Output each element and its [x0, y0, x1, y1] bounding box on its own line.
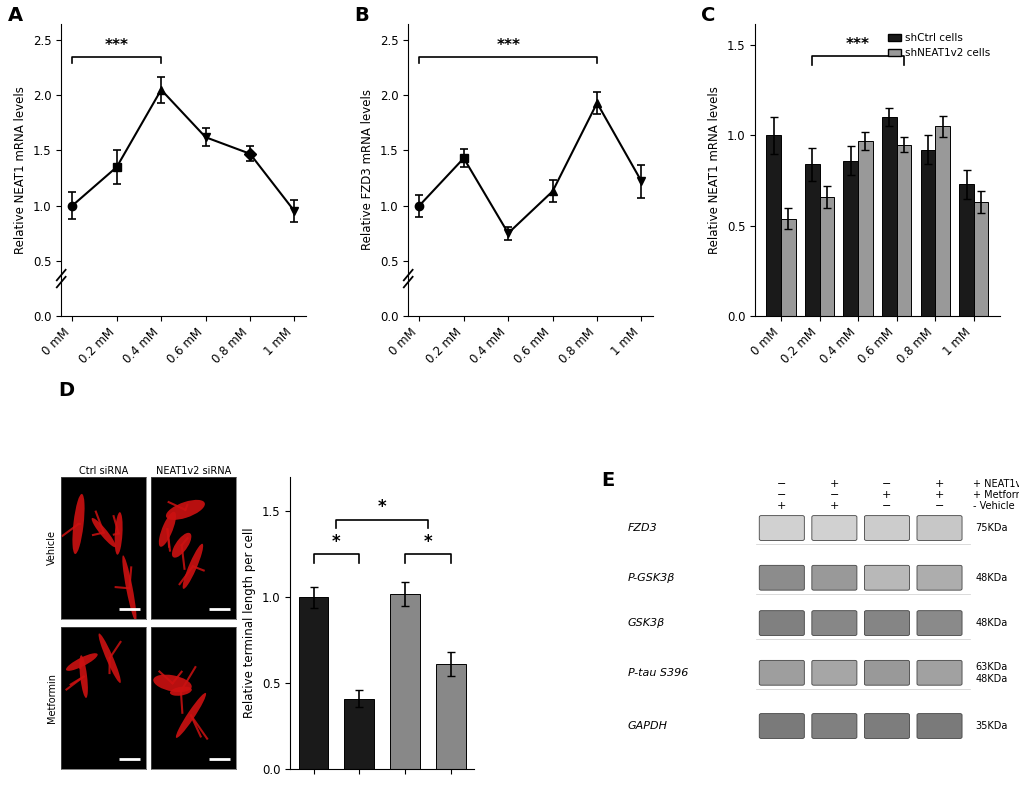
Text: 75KDa: 75KDa: [974, 523, 1007, 533]
Y-axis label: Relative FZD3 mRNA levels: Relative FZD3 mRNA levels: [361, 89, 374, 250]
Text: + Metformin: + Metformin: [972, 491, 1019, 500]
FancyBboxPatch shape: [863, 660, 909, 685]
Y-axis label: Relative terminal length per cell: Relative terminal length per cell: [244, 528, 256, 718]
Bar: [804, 164, 818, 316]
Text: A: A: [7, 6, 22, 25]
Title: NEAT1v2 siRNA: NEAT1v2 siRNA: [156, 466, 231, 476]
FancyBboxPatch shape: [811, 714, 856, 739]
Title: Ctrl siRNA: Ctrl siRNA: [79, 466, 128, 476]
Ellipse shape: [72, 494, 85, 554]
Text: + NEAT1v2 siRNA: + NEAT1v2 siRNA: [972, 479, 1019, 489]
FancyBboxPatch shape: [811, 660, 856, 685]
Ellipse shape: [182, 544, 203, 589]
FancyBboxPatch shape: [811, 565, 856, 590]
Bar: [818, 197, 834, 316]
Text: FZD3: FZD3: [628, 523, 657, 533]
Bar: [390, 593, 420, 769]
FancyBboxPatch shape: [916, 516, 961, 540]
FancyBboxPatch shape: [758, 516, 804, 540]
FancyBboxPatch shape: [758, 714, 804, 739]
Text: +: +: [828, 479, 839, 489]
Y-axis label: Relative NEAT1 mRNA levels: Relative NEAT1 mRNA levels: [707, 86, 720, 254]
Bar: [973, 203, 987, 316]
Text: GSK3β: GSK3β: [628, 618, 664, 628]
Bar: [781, 218, 795, 316]
Ellipse shape: [122, 555, 137, 621]
Text: ***: ***: [105, 38, 128, 53]
Text: 48KDa: 48KDa: [974, 618, 1007, 628]
FancyBboxPatch shape: [863, 714, 909, 739]
Ellipse shape: [79, 655, 88, 698]
Text: −: −: [934, 502, 944, 511]
Text: +: +: [881, 491, 891, 500]
Text: *: *: [423, 533, 432, 551]
FancyBboxPatch shape: [916, 660, 961, 685]
Text: D: D: [58, 382, 74, 400]
Text: −: −: [776, 491, 786, 500]
FancyBboxPatch shape: [863, 565, 909, 590]
Bar: [958, 184, 973, 316]
Bar: [934, 126, 949, 316]
Y-axis label: Metformin: Metformin: [47, 674, 57, 723]
Text: −: −: [881, 479, 891, 489]
Bar: [881, 118, 896, 316]
FancyBboxPatch shape: [916, 565, 961, 590]
Y-axis label: Vehicle: Vehicle: [47, 531, 57, 565]
Text: ***: ***: [495, 38, 520, 53]
Text: E: E: [601, 471, 614, 490]
Ellipse shape: [170, 687, 192, 696]
Text: 35KDa: 35KDa: [974, 721, 1007, 731]
Text: B: B: [355, 6, 369, 25]
Ellipse shape: [66, 653, 98, 671]
Ellipse shape: [99, 633, 120, 683]
FancyBboxPatch shape: [811, 516, 856, 540]
Bar: [920, 150, 934, 316]
Text: −: −: [881, 502, 891, 511]
FancyBboxPatch shape: [916, 611, 961, 636]
FancyBboxPatch shape: [916, 714, 961, 739]
FancyBboxPatch shape: [863, 516, 909, 540]
Ellipse shape: [159, 512, 176, 547]
Text: 63KDa
48KDa: 63KDa 48KDa: [974, 662, 1007, 684]
Text: *: *: [332, 533, 340, 551]
FancyBboxPatch shape: [758, 660, 804, 685]
Text: ***: ***: [846, 38, 869, 53]
Ellipse shape: [92, 518, 116, 547]
Bar: [843, 161, 857, 316]
Text: +: +: [934, 491, 944, 500]
FancyBboxPatch shape: [811, 611, 856, 636]
Bar: [857, 141, 872, 316]
Text: 48KDa: 48KDa: [974, 573, 1007, 582]
Text: −: −: [828, 491, 839, 500]
Text: −: −: [776, 479, 786, 489]
Ellipse shape: [153, 674, 192, 692]
Y-axis label: Relative NEAT1 mRNA levels: Relative NEAT1 mRNA levels: [14, 86, 28, 254]
Bar: [765, 136, 781, 316]
Text: - Vehicle: - Vehicle: [972, 502, 1014, 511]
Text: P-GSK3β: P-GSK3β: [628, 573, 675, 582]
Text: GAPDH: GAPDH: [628, 721, 667, 731]
Text: P-tau S396: P-tau S396: [628, 668, 688, 677]
Text: +: +: [776, 502, 786, 511]
Text: C: C: [701, 6, 715, 25]
Text: +: +: [934, 479, 944, 489]
FancyBboxPatch shape: [758, 565, 804, 590]
FancyBboxPatch shape: [758, 611, 804, 636]
Text: +: +: [828, 502, 839, 511]
Ellipse shape: [114, 512, 122, 555]
Ellipse shape: [175, 693, 206, 738]
Ellipse shape: [172, 533, 192, 557]
Bar: [896, 144, 910, 316]
Bar: [299, 597, 328, 769]
Legend: shCtrl cells, shNEAT1v2 cells: shCtrl cells, shNEAT1v2 cells: [883, 29, 994, 62]
Bar: [436, 664, 466, 769]
Text: *: *: [378, 498, 386, 517]
Ellipse shape: [166, 500, 205, 520]
FancyBboxPatch shape: [863, 611, 909, 636]
Bar: [344, 699, 374, 769]
